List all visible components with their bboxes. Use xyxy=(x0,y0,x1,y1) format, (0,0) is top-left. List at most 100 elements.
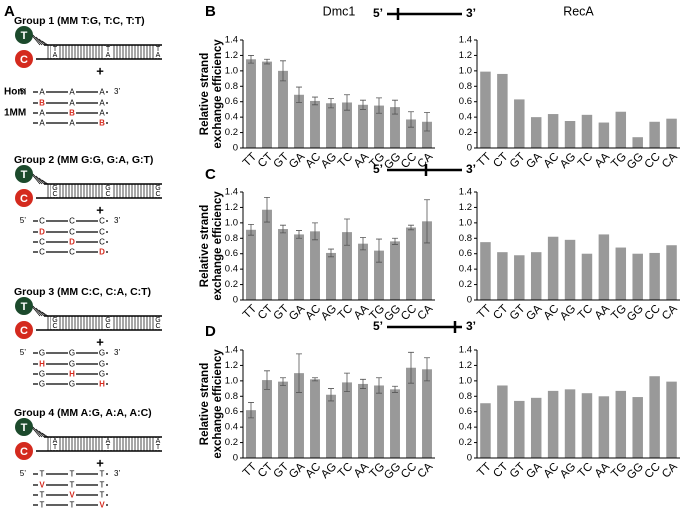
y-tick-label: 1.2 xyxy=(459,360,472,371)
base-letter: T xyxy=(40,491,45,500)
error-bar xyxy=(392,99,398,115)
base-letter: C xyxy=(39,217,45,226)
tail xyxy=(35,428,45,438)
pair-bottom: C xyxy=(52,191,57,198)
letter-bg xyxy=(38,380,46,388)
bar xyxy=(480,242,491,300)
base-letter: C xyxy=(69,248,75,257)
y-tick-label: 0.4 xyxy=(225,264,238,275)
bar xyxy=(374,250,384,300)
pair-bottom: C xyxy=(105,323,110,330)
pair-top: T xyxy=(53,46,58,53)
letter-bg xyxy=(38,119,46,127)
pair-bottom: A xyxy=(53,52,58,59)
letter-bg xyxy=(68,248,76,256)
group-title: Group 4 (MM A:G, A:A, A:C) xyxy=(14,407,152,419)
base-letter: T xyxy=(40,501,45,510)
error-bar xyxy=(264,370,270,390)
bar xyxy=(406,119,416,148)
bar xyxy=(278,229,288,300)
bar xyxy=(358,383,368,458)
y-tick-label: 0 xyxy=(467,453,472,464)
error-bar xyxy=(312,222,318,241)
y-tick-label: 0.4 xyxy=(225,112,238,123)
bar xyxy=(326,394,336,458)
base-letter: A xyxy=(69,88,75,97)
y-tick-label: 1.4 xyxy=(459,35,472,46)
y-axis-label: exchange efficiency xyxy=(212,191,224,301)
substrate-3: 3’ xyxy=(466,6,476,20)
error-bar xyxy=(264,197,270,223)
base-letter: C xyxy=(39,248,45,257)
bar xyxy=(547,114,559,148)
base-letter: G xyxy=(69,349,75,358)
base-letter: G xyxy=(39,370,45,379)
pair-top: A xyxy=(53,438,58,445)
error-bar xyxy=(328,248,334,258)
pair-bottom: T xyxy=(53,444,58,451)
y-tick-label: 0.4 xyxy=(225,422,238,433)
y-axis-label: Relative strand xyxy=(199,53,211,135)
x-tick-label: CA xyxy=(415,303,435,323)
letter-bg xyxy=(98,360,106,368)
letter-bg xyxy=(98,501,106,509)
donor-top-label: T xyxy=(21,301,28,313)
pair-bg xyxy=(51,438,59,450)
y-tick-label: 0.8 xyxy=(459,81,472,92)
letter-bg xyxy=(98,109,106,117)
error-bar xyxy=(344,94,350,111)
x-tick-label: CA xyxy=(415,151,435,171)
group-title: Group 1 (MM T:G, T:C, T:T) xyxy=(14,15,145,27)
mismatch-letter: D xyxy=(39,228,45,237)
tail xyxy=(32,305,43,317)
tail xyxy=(41,311,49,317)
donor-bottom-label: C xyxy=(20,193,28,205)
y-axis-label: Relative strand xyxy=(199,363,211,445)
x-tick-label: TT xyxy=(475,461,493,479)
pair-top: G xyxy=(52,317,57,324)
x-tick-label: CT xyxy=(491,303,510,322)
letter-bg xyxy=(98,248,106,256)
pair-top: G xyxy=(155,317,160,324)
letter-bg xyxy=(38,470,46,478)
letter-bg xyxy=(98,99,106,107)
x-tick-label: CA xyxy=(660,151,680,171)
bar xyxy=(310,379,320,458)
base-letter: G xyxy=(69,360,75,369)
letter-bg xyxy=(38,501,46,509)
letter-bg xyxy=(68,481,76,489)
y-tick-label: 1.0 xyxy=(225,65,238,76)
three-label: 3’ xyxy=(114,216,120,225)
error-bar xyxy=(376,377,382,394)
y-tick-label: 1.4 xyxy=(225,35,238,46)
letter-bg xyxy=(68,491,76,499)
letter-bg xyxy=(68,119,76,127)
letter-bg xyxy=(38,99,46,107)
error-bar xyxy=(312,96,318,106)
y-tick-label: 0.4 xyxy=(459,112,472,123)
error-bar xyxy=(424,357,430,382)
base-letter: A xyxy=(39,119,45,128)
donor-top xyxy=(15,418,33,436)
base-letter: A xyxy=(99,109,105,118)
y-axis-label: exchange efficiency xyxy=(212,39,224,149)
bar xyxy=(326,103,336,148)
x-tick-label: CT xyxy=(491,461,510,480)
base-letter: T xyxy=(70,501,75,510)
base-letter: A xyxy=(69,119,75,128)
tail xyxy=(38,309,47,317)
mismatch-letter: B xyxy=(69,109,75,118)
y-tick-label: 1.2 xyxy=(459,50,472,61)
plus: + xyxy=(96,202,104,217)
base-letter: C xyxy=(99,228,105,237)
base-letter: G xyxy=(99,360,105,369)
bar xyxy=(649,376,660,458)
bar xyxy=(581,393,593,458)
tail xyxy=(38,430,47,438)
bar xyxy=(632,397,643,458)
donor-top-label: T xyxy=(21,169,28,181)
x-tick-label: TG xyxy=(609,303,629,323)
bar xyxy=(278,381,288,458)
three-label: 3’ xyxy=(114,87,120,96)
y-axis-label: Relative strand xyxy=(199,205,211,287)
